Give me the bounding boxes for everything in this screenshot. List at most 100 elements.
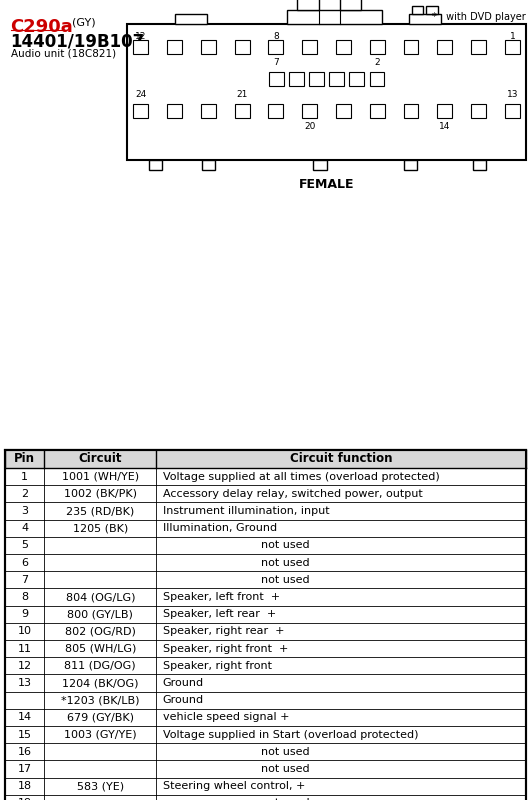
Bar	[167, 104, 182, 118]
Bar	[201, 104, 216, 118]
Text: *1203 (BK/LB): *1203 (BK/LB)	[61, 695, 140, 706]
Text: Circuit function: Circuit function	[290, 453, 392, 466]
Text: 2: 2	[21, 489, 28, 499]
Text: 10: 10	[18, 626, 32, 637]
Text: 18: 18	[18, 781, 32, 791]
Text: 15: 15	[18, 730, 32, 739]
Bar	[5, 450, 526, 800]
Text: 235 (RD/BK): 235 (RD/BK)	[66, 506, 134, 516]
Text: 1001 (WH/YE): 1001 (WH/YE)	[62, 472, 139, 482]
Text: 800 (GY/LB): 800 (GY/LB)	[67, 610, 133, 619]
Text: 4: 4	[21, 523, 28, 534]
Bar	[235, 104, 250, 118]
Bar	[471, 104, 486, 118]
Bar	[313, 160, 327, 170]
Text: 17: 17	[18, 764, 32, 774]
Text: not used: not used	[261, 541, 310, 550]
Bar	[289, 72, 304, 86]
Text: Illumination, Ground: Illumination, Ground	[162, 523, 277, 534]
Text: Audio unit (18C821): Audio unit (18C821)	[11, 49, 116, 59]
Text: 1205 (BK): 1205 (BK)	[73, 523, 128, 534]
Bar	[235, 40, 250, 54]
Text: 1: 1	[510, 32, 515, 41]
Text: 24: 24	[135, 90, 147, 99]
Text: C290a: C290a	[11, 18, 73, 35]
Text: 11: 11	[18, 643, 32, 654]
Text: not used: not used	[261, 764, 310, 774]
Bar	[167, 40, 182, 54]
Bar	[412, 6, 423, 14]
Text: 3: 3	[21, 506, 28, 516]
Bar	[340, 0, 361, 10]
Bar	[175, 14, 207, 24]
Text: 7: 7	[21, 574, 28, 585]
Text: 8: 8	[273, 32, 279, 41]
Text: Ground: Ground	[162, 678, 204, 688]
Text: 1: 1	[21, 472, 28, 482]
Bar	[297, 0, 319, 10]
Bar	[426, 6, 438, 14]
Text: (GY): (GY)	[72, 18, 95, 27]
Bar	[5, 450, 526, 468]
Text: 583 (YE): 583 (YE)	[76, 781, 124, 791]
Bar	[309, 72, 324, 86]
Bar	[370, 40, 384, 54]
Bar	[201, 40, 216, 54]
Text: Accessory delay relay, switched power, output: Accessory delay relay, switched power, o…	[162, 489, 422, 499]
Bar	[133, 40, 148, 54]
Text: 14: 14	[439, 122, 450, 131]
Text: *   with DVD player: * with DVD player	[432, 12, 526, 22]
Text: 12: 12	[18, 661, 32, 670]
Bar	[404, 104, 418, 118]
Text: not used: not used	[261, 558, 310, 568]
Text: 14401/19B107: 14401/19B107	[11, 32, 145, 50]
Bar	[336, 40, 351, 54]
Text: Speaker, right rear  +: Speaker, right rear +	[162, 626, 284, 637]
Text: 802 (OG/RD): 802 (OG/RD)	[65, 626, 136, 637]
Text: 679 (GY/BK): 679 (GY/BK)	[67, 712, 134, 722]
Bar	[349, 72, 364, 86]
Bar	[133, 104, 148, 118]
Text: Instrument illumination, input: Instrument illumination, input	[162, 506, 329, 516]
Bar	[302, 104, 317, 118]
Bar	[302, 40, 317, 54]
Bar	[404, 160, 417, 170]
Bar	[438, 40, 452, 54]
Text: 1003 (GY/YE): 1003 (GY/YE)	[64, 730, 136, 739]
Bar	[269, 40, 284, 54]
Bar	[202, 160, 215, 170]
Bar	[409, 14, 441, 24]
Bar	[370, 104, 384, 118]
Text: 12: 12	[135, 32, 147, 41]
Bar	[287, 10, 382, 24]
Text: not used: not used	[261, 574, 310, 585]
Text: vehicle speed signal +: vehicle speed signal +	[162, 712, 289, 722]
Text: 2: 2	[374, 58, 380, 67]
Text: 13: 13	[507, 90, 518, 99]
Text: 14: 14	[18, 712, 32, 722]
Text: 16: 16	[18, 747, 32, 757]
Bar	[473, 160, 486, 170]
Text: 20: 20	[304, 122, 315, 131]
Text: 13: 13	[18, 678, 32, 688]
Text: Voltage supplied in Start (overload protected): Voltage supplied in Start (overload prot…	[162, 730, 418, 739]
Text: 1002 (BK/PK): 1002 (BK/PK)	[64, 489, 137, 499]
Text: FEMALE: FEMALE	[299, 178, 354, 190]
Text: 5: 5	[21, 541, 28, 550]
Bar	[471, 40, 486, 54]
Text: 19: 19	[18, 798, 32, 800]
Text: Speaker, left rear  +: Speaker, left rear +	[162, 610, 276, 619]
Text: Voltage supplied at all times (overload protected): Voltage supplied at all times (overload …	[162, 472, 439, 482]
Text: Ground: Ground	[162, 695, 204, 706]
Text: 21: 21	[236, 90, 248, 99]
Text: Steering wheel control, +: Steering wheel control, +	[162, 781, 305, 791]
Text: Speaker, left front  +: Speaker, left front +	[162, 592, 280, 602]
Text: 804 (OG/LG): 804 (OG/LG)	[65, 592, 135, 602]
Bar	[404, 40, 418, 54]
Text: 6: 6	[21, 558, 28, 568]
Text: Pin: Pin	[14, 453, 36, 466]
Bar	[127, 24, 526, 160]
Text: Circuit: Circuit	[79, 453, 122, 466]
Text: Speaker, right front: Speaker, right front	[162, 661, 271, 670]
Text: Speaker, right front  +: Speaker, right front +	[162, 643, 288, 654]
